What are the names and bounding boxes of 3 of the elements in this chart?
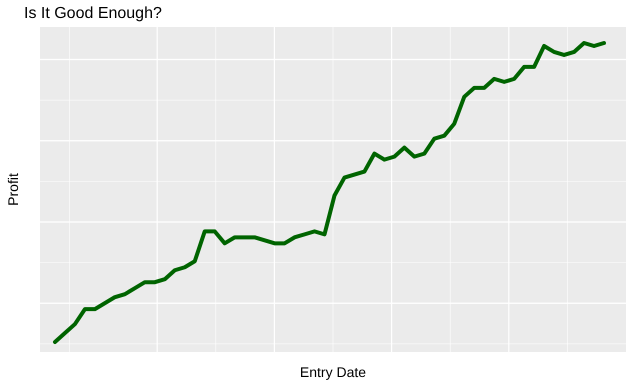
y-axis-title: Profit	[5, 173, 21, 206]
x-axis-title: Entry Date	[300, 364, 366, 380]
chart-title: Is It Good Enough?	[24, 5, 162, 22]
